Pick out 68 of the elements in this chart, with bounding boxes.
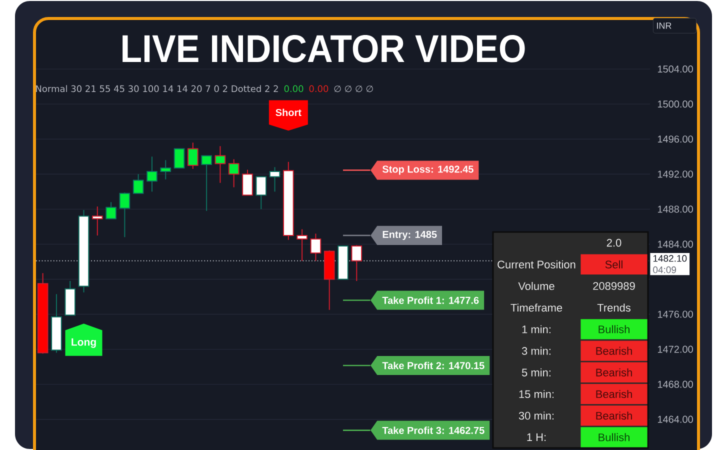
candlestick (201, 155, 212, 212)
candlestick (160, 160, 172, 180)
candlestick (132, 174, 144, 194)
text: Bearish (596, 346, 632, 355)
candlestick (106, 202, 116, 220)
y-tick-label: 1476.00 (658, 310, 693, 318)
ref-line-label: Take Profit 2: 1470.15 (382, 362, 484, 370)
annotation: 0.00 (309, 85, 328, 92)
y-tick-label: 1488.00 (658, 206, 693, 213)
candlestick (351, 244, 362, 282)
text: INR (657, 22, 672, 29)
annotation: 3 min: (522, 346, 550, 355)
annotation: 1 H: (527, 433, 546, 441)
y-tick-label: 1472.00 (658, 346, 693, 353)
annotation: 1 min: (522, 325, 550, 334)
text: Bearish (596, 412, 632, 420)
annotation: Current Position (498, 260, 576, 268)
annotation: Trends (597, 304, 631, 312)
y-tick-label: 1468.00 (658, 380, 693, 388)
text: Bearish (596, 390, 632, 398)
y-tick-label: 1484.00 (658, 240, 693, 248)
text: 04:09 (653, 266, 676, 274)
annotation: Long (72, 338, 96, 348)
chart-title: LIVE INDICATOR VIDEO (122, 35, 525, 62)
candlestick (310, 233, 322, 262)
text: Bullish (598, 433, 630, 442)
annotation: Volume (518, 282, 554, 290)
annotation: 0.00 (284, 85, 304, 92)
text: Bullish (598, 325, 630, 334)
annotation: 5 min: (522, 368, 550, 376)
text: 2089989 (593, 282, 635, 290)
candlestick (64, 280, 76, 316)
annotation: Short (276, 108, 302, 116)
candlestick (37, 272, 48, 354)
candlestick (214, 146, 226, 184)
ref-line-label: 1482.10 (653, 255, 687, 262)
candlestick (296, 228, 308, 262)
y-tick-label: 1496.00 (658, 136, 693, 143)
candlestick (78, 210, 90, 293)
ref-line-label: Take Profit 1: 1477.6 (382, 296, 479, 304)
candlestick (146, 156, 158, 192)
annotation: 30 min: (518, 412, 554, 420)
candlestick (51, 294, 62, 354)
annotation: Normal 30 21 55 45 30 100 14 14 20 7 0 2 Dotted 2 2 (36, 85, 278, 92)
annotation: 15 min: (519, 390, 554, 398)
text: 2.0 (606, 238, 622, 247)
ref-line-label: Take Profit 3: 1462.75 (382, 426, 484, 434)
ref-line-label: Stop Loss: 1492.45 (382, 166, 474, 175)
annotation: ∅ ∅ ∅ ∅ (334, 86, 373, 92)
candlestick (188, 142, 198, 170)
candlestick (228, 158, 240, 188)
y-tick-label: 1504.00 (658, 66, 693, 73)
candlestick (242, 169, 253, 196)
y-tick-label: 1492.00 (658, 170, 693, 178)
candlestick (92, 206, 103, 236)
candlestick (174, 148, 185, 168)
candlestick (256, 176, 267, 210)
y-tick-label: 1500.00 (658, 100, 693, 108)
candlestick (119, 192, 130, 238)
annotation: Timeframe (510, 304, 562, 312)
candlestick (324, 250, 335, 310)
candlestick (269, 166, 280, 192)
ref-line-label: Entry: 1485 (382, 230, 437, 240)
candlestick (283, 161, 294, 240)
candlestick (338, 245, 348, 280)
text: Bearish (596, 368, 632, 376)
text: Sell (605, 260, 622, 268)
y-tick-label: 1464.00 (658, 416, 693, 423)
